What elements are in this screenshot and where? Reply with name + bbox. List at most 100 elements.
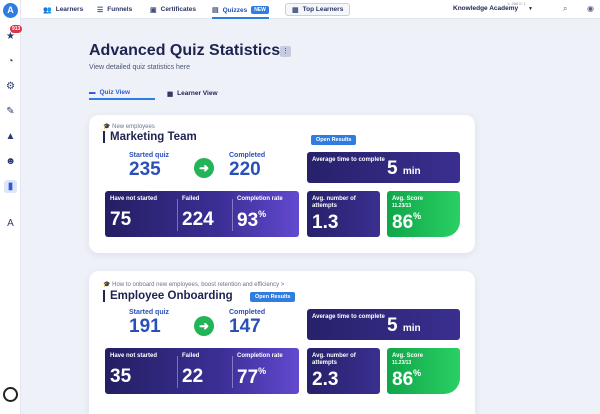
tab-label: Learners — [55, 6, 84, 13]
list-icon: ▬ — [89, 89, 96, 96]
academy-name: Knowledge Academy — [453, 5, 519, 12]
not-started-value: 75 — [110, 209, 132, 230]
tab-label: Quiz View — [99, 89, 131, 96]
completed-label: Completed — [229, 309, 266, 316]
avg-time-box: Average time to complete 5 min — [307, 152, 460, 183]
search-icon[interactable]: ⌕ — [563, 4, 568, 13]
avg-time-number: 5 — [387, 315, 398, 336]
new-badge: NEW — [251, 6, 269, 14]
completion-number: 93 — [237, 210, 259, 231]
score-label: Avg. Score — [392, 196, 424, 202]
attempts-label: Avg. number of attempts — [312, 353, 356, 366]
kicker-text: How to onboard new employees, boost rete… — [112, 282, 285, 288]
score-label: Avg. Score — [392, 353, 424, 359]
app-logo-icon[interactable]: A — [3, 3, 18, 18]
page-title: Advanced Quiz Statistics — [89, 42, 281, 59]
academy-selector[interactable]: Knowledge Academy ▼ — [453, 5, 533, 12]
tab-certificates[interactable]: ▣ Certificates — [150, 3, 196, 16]
wand-icon[interactable]: ✎ — [6, 106, 15, 117]
tab-label: Funnels — [107, 6, 133, 13]
summary-box: Have not started 75 Failed 224 Completio… — [105, 191, 299, 237]
completion-label: Completion rate — [237, 353, 283, 359]
settings-icon[interactable]: ⚙ — [6, 81, 15, 92]
avg-score-box: Avg. Score 11.23/13 86% — [387, 191, 460, 237]
card-title: Marketing Team — [103, 131, 197, 143]
failed-value: 22 — [182, 366, 204, 387]
page-subtitle: View detailed quiz statistics here — [89, 64, 191, 71]
tab-funnels[interactable]: ☰ Funnels — [97, 3, 132, 16]
funnel-icon: ☰ — [97, 6, 104, 14]
tab-label: Quizzes — [222, 6, 248, 14]
quiz-icon: ▤ — [212, 7, 219, 14]
completion-number: 77 — [237, 367, 259, 388]
open-results-button[interactable]: Open Results — [250, 292, 296, 302]
tab-label: Top Learners — [302, 6, 344, 13]
statistics-icon[interactable]: ▮ — [4, 180, 17, 193]
failed-value: 224 — [182, 209, 214, 230]
attempts-box: Avg. number of attempts 1.3 — [307, 191, 380, 237]
trophy-icon: ▦ — [292, 6, 299, 14]
graduation-cap-icon[interactable]: ▲ — [5, 131, 16, 142]
summary-box: Have not started 35 Failed 22 Completion… — [105, 348, 299, 394]
completed-label: Completed — [229, 152, 266, 159]
score-subtext: 11.23/13 — [392, 360, 412, 366]
avg-time-unit: min — [402, 323, 421, 334]
gauge-icon[interactable]: ◔ — [7, 56, 14, 67]
user-avatar[interactable] — [3, 387, 18, 402]
divider — [232, 199, 233, 231]
arrow-right-icon: ➜ — [194, 158, 214, 178]
avg-time-value: 5 min — [387, 158, 421, 180]
completion-label: Completion rate — [237, 196, 283, 202]
avg-time-unit: min — [402, 166, 421, 177]
divider — [177, 199, 178, 231]
open-results-button[interactable]: Open Results — [311, 135, 357, 145]
card-title: Employee Onboarding — [103, 290, 233, 302]
header-counter: 1: 268 0: 1 — [507, 1, 526, 6]
info-icon[interactable]: ⋮ — [280, 46, 291, 57]
tab-quizzes[interactable]: ▤ Quizzes NEW — [212, 3, 269, 19]
completion-value: 77% — [237, 366, 267, 388]
not-started-label: Have not started — [110, 196, 158, 202]
tab-learner-view[interactable]: ▦ Learner View — [167, 87, 218, 100]
quiz-card: 🎓 How to onboard new employees, boost re… — [89, 271, 475, 414]
tab-quiz-view[interactable]: ▬ Quiz View — [89, 87, 155, 100]
avg-score-box: Avg. Score 11.23/13 86% — [387, 348, 460, 394]
score-number: 86 — [392, 369, 414, 390]
card-kicker: 🎓 New employees — [103, 124, 155, 130]
not-started-value: 35 — [110, 366, 132, 387]
tab-learners[interactable]: 👥 Learners — [43, 3, 83, 16]
attempts-label: Avg. number of attempts — [312, 196, 356, 209]
started-value: 191 — [129, 316, 161, 337]
tab-label: Learner View — [177, 90, 218, 97]
score-subtext: 11.23/13 — [392, 203, 412, 209]
notification-badge: 913 — [10, 25, 23, 33]
avg-time-value: 5 min — [387, 315, 421, 337]
card-kicker[interactable]: 🎓 How to onboard new employees, boost re… — [103, 282, 285, 288]
attempts-box: Avg. number of attempts 2.3 — [307, 348, 380, 394]
kicker-text: New employees — [112, 124, 155, 130]
eye-icon[interactable]: ◉ — [587, 4, 594, 13]
top-navigation: 👥 Learners ☰ Funnels ▣ Certificates ▤ Qu… — [21, 0, 600, 19]
star-icon[interactable]: ★ — [6, 31, 15, 42]
started-label: Started quiz — [129, 309, 170, 316]
arrow-right-icon: ➜ — [194, 316, 214, 336]
table-icon: ▦ — [167, 90, 174, 98]
not-started-label: Have not started — [110, 353, 158, 359]
started-label: Started quiz — [129, 152, 170, 159]
team-icon[interactable]: ☻ — [5, 156, 16, 167]
started-value: 235 — [129, 159, 161, 180]
score-value: 86% — [392, 211, 422, 233]
tab-label: Certificates — [160, 6, 197, 13]
left-sidebar: A ★ 913 ◔ ⚙ ✎ ▲ ☻ ▮ A — [0, 0, 23, 414]
completed-value: 220 — [229, 159, 261, 180]
certificate-icon: ▣ — [150, 6, 157, 14]
tab-top-learners[interactable]: ▦ Top Learners — [285, 3, 351, 16]
text-icon[interactable]: A — [7, 218, 14, 229]
attempts-value: 1.3 — [312, 212, 339, 233]
attempts-value: 2.3 — [312, 369, 339, 390]
divider — [232, 356, 233, 388]
avg-time-label: Average time to complete — [312, 157, 385, 163]
users-icon: 👥 — [43, 6, 52, 14]
avg-time-number: 5 — [387, 158, 398, 179]
divider — [177, 356, 178, 388]
